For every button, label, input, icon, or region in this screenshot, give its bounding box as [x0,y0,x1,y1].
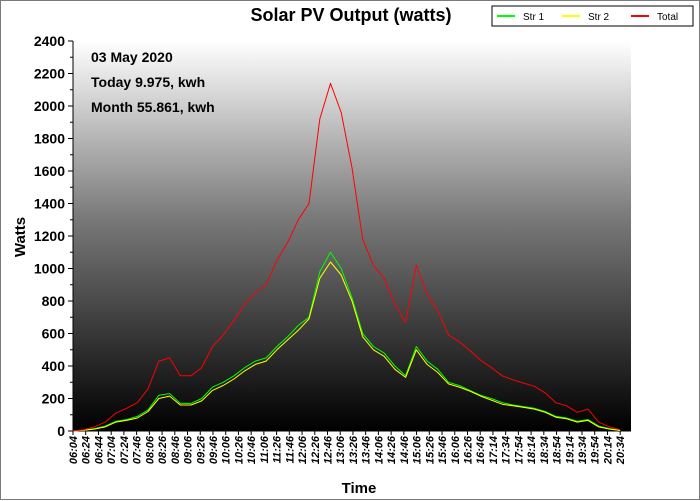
x-tick-label: 17:34 [501,436,513,464]
y-tick-label: 1600 [34,163,65,179]
x-tick-label: 13:06 [335,435,347,464]
x-tick-label: 11:06 [259,435,271,463]
legend-str2-label: Str 2 [588,12,610,23]
x-axis-title: Time [342,480,377,497]
x-tick-label: 11:46 [284,435,296,463]
x-tick-label: 17:54 [513,436,525,464]
annotation-month: Month 55.861, kwh [91,99,215,115]
x-tick-label: 20:34 [615,436,627,465]
x-tick-label: 18:34 [539,436,551,464]
legend-str1-label: Str 1 [523,12,545,23]
series-line-str-1 [72,251,621,432]
x-tick-label: 15:26 [424,435,436,464]
x-tick-label: 10:06 [221,435,233,464]
x-tick-label: 07:24 [119,436,131,464]
x-axis-ticks: 06:04 06:24 06:44 07:04 07:24 07:46 08:06 08:26… [68,431,627,465]
x-tick-label: 16:26 [462,435,474,464]
x-tick-label: 16:46 [475,435,487,464]
y-tick-label: 200 [42,391,66,407]
x-tick-label: 12:46 [323,435,335,464]
x-tick-label: 10:26 [233,435,245,464]
legend-box [491,5,694,27]
plot-area [73,41,631,431]
chart-title: Solar PV Output (watts) [250,5,451,25]
annotation-today: Today 9.975, kwh [91,74,205,90]
x-tick-label: 17:14 [488,436,500,464]
y-tick-label: 1800 [34,131,65,147]
x-tick-label: 14:46 [399,435,411,464]
x-tick-label: 18:14 [526,436,538,464]
x-tick-label: 19:14 [564,436,576,464]
x-tick-label: 12:26 [310,435,322,464]
series-lines [72,82,621,432]
x-tick-label: 16:06 [450,435,462,464]
x-tick-label: 06:04 [68,436,80,464]
x-tick-label: 19:54 [590,436,602,464]
y-tick-label: 1000 [34,261,65,277]
x-tick-label: 08:06 [144,435,156,464]
y-tick-label: 800 [42,293,66,309]
x-tick-label: 09:06 [183,435,195,464]
y-axis-title: Watts [12,217,29,257]
legend-total-label: Total [657,12,678,23]
x-tick-label: 18:54 [552,436,564,464]
x-tick-label: 10:46 [246,435,258,464]
x-tick-label: 08:26 [157,435,169,464]
y-tick-label: 2200 [34,66,65,82]
y-tick-label: 2000 [34,98,65,114]
x-tick-label: 15:06 [412,435,424,464]
x-tick-label: 09:26 [195,435,207,464]
series-line-total [72,82,621,432]
y-tick-label: 2400 [34,33,65,49]
legend: Str 1 Str 2 Total [491,5,694,27]
x-tick-label: 13:46 [361,435,373,464]
x-tick-label: 15:46 [437,435,449,464]
series-line-str-2 [72,261,621,432]
x-tick-label: 06:44 [93,436,105,464]
y-axis-ticks: 0 200 400 600 800 1000 1200 1400 1600 1800 2000 220… [34,33,73,439]
x-tick-label: 14:26 [386,435,398,464]
x-tick-label: 07:04 [106,436,118,464]
y-tick-label: 0 [57,423,65,439]
x-tick-label: 11:26 [272,435,284,463]
x-tick-label: 08:46 [170,435,182,464]
x-tick-label: 06:24 [81,436,93,464]
annotation-date: 03 May 2020 [91,49,173,65]
y-tick-label: 600 [42,326,66,342]
x-tick-label: 20:14 [602,436,614,465]
x-tick-label: 07:46 [132,435,144,464]
y-tick-label: 1400 [34,196,65,212]
x-tick-label: 13:26 [348,435,360,464]
y-tick-label: 1200 [34,228,65,244]
y-tick-label: 400 [42,358,66,374]
x-tick-label: 12:06 [297,435,309,464]
x-tick-label: 14:06 [373,435,385,464]
x-tick-label: 09:46 [208,435,220,464]
x-tick-label: 19:34 [577,436,589,464]
